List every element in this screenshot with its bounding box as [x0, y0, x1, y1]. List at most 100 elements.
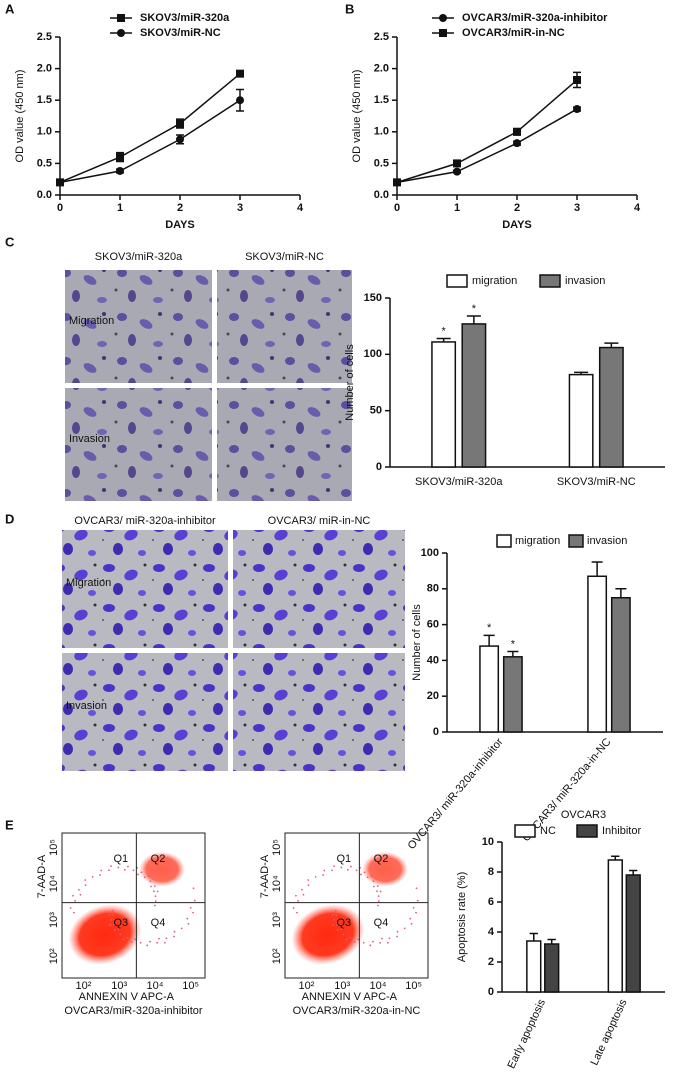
y-tick-label: 0	[488, 986, 494, 998]
y-axis-title: Number of cells	[411, 604, 423, 681]
x-tick-label: 2	[514, 202, 520, 214]
image-column-header: SKOV3/miR-320a	[95, 251, 183, 263]
marker	[393, 178, 401, 187]
x-tick-label: 4	[297, 202, 304, 214]
flow-y-tick: 10²	[271, 948, 283, 964]
bar	[625, 874, 641, 993]
marker	[236, 96, 244, 105]
flow-event	[113, 923, 116, 926]
flow-event	[297, 899, 299, 902]
flow-x-tick: 10³	[334, 980, 350, 992]
series-line	[396, 108, 578, 184]
x-tick-label: 3	[574, 202, 580, 214]
flow-event	[412, 906, 415, 909]
y-tick-label: 10	[482, 836, 494, 848]
flow-event	[416, 899, 419, 902]
flow-event	[331, 869, 333, 872]
flow-event	[137, 873, 139, 876]
marker	[573, 105, 581, 114]
flow-x-tick: 10³	[111, 980, 127, 992]
flow-event	[117, 928, 120, 931]
flow-cloud	[291, 904, 365, 965]
flow-event	[336, 929, 339, 931]
flow-event	[379, 890, 382, 893]
flow-event	[415, 887, 418, 890]
flow-event	[139, 941, 142, 944]
y-tick-label: 100	[421, 547, 439, 559]
flow-event	[363, 871, 366, 874]
flow-event	[345, 938, 348, 941]
flow-event	[192, 887, 195, 890]
flow-event	[350, 865, 352, 868]
flow-x-tick: 10⁵	[405, 980, 422, 992]
flow-event	[386, 941, 389, 944]
marker	[513, 127, 521, 136]
flow-y-label: 7-AAD-A	[36, 854, 48, 898]
flow-event	[100, 869, 103, 872]
y-tick-label: 2.0	[37, 63, 52, 75]
quadrant-label: Q4	[374, 917, 389, 929]
significance-mark: *	[511, 638, 516, 650]
flow-event	[108, 913, 111, 916]
y-tick-label: 150	[364, 292, 382, 304]
y-axis-title: OD value (450 nm)	[14, 70, 26, 163]
flow-event	[362, 941, 365, 944]
flow-event	[140, 871, 143, 874]
x-tick-label: Late apoptosis	[588, 997, 629, 1067]
legend-label: SKOV3/miR-NC	[140, 27, 221, 39]
flow-caption: OVCAR3/miR-320a-inhibitor	[64, 1005, 202, 1017]
y-tick-label: 4	[488, 926, 495, 938]
flow-event	[149, 940, 151, 943]
x-tick-label: 1	[454, 202, 460, 214]
legend-swatch	[496, 534, 512, 548]
image-column-header: SKOV3/miR-NC	[245, 251, 324, 263]
flow-event	[173, 935, 175, 938]
flow-event	[366, 876, 369, 879]
flow-event	[165, 937, 168, 940]
marker	[116, 166, 124, 175]
x-axis-title: DAYS	[502, 219, 532, 231]
flow-event	[72, 894, 74, 897]
y-tick-label: 0.0	[37, 189, 52, 201]
flow-event	[69, 907, 72, 909]
legend-label: NC	[540, 825, 556, 837]
bar	[461, 323, 487, 468]
legend-marker	[117, 29, 125, 37]
flow-event	[154, 900, 157, 902]
flow-x-tick: 10²	[298, 980, 314, 992]
y-tick-label: 1.5	[37, 94, 52, 106]
y-tick-label: 0	[376, 461, 382, 473]
y-tick-label: 2.0	[374, 63, 389, 75]
quadrant-label: Q3	[113, 917, 128, 929]
bar	[526, 940, 542, 993]
flow-event	[156, 890, 159, 893]
marker	[453, 167, 461, 176]
error-bar	[591, 561, 603, 577]
bar	[479, 645, 500, 733]
legend-label: migration	[472, 275, 517, 287]
x-tick-label: 4	[634, 202, 641, 214]
legend-swatch	[568, 534, 584, 548]
flow-event	[349, 936, 352, 939]
x-tick-label: 3	[237, 202, 243, 214]
flow-event	[119, 933, 122, 936]
flow-event	[186, 917, 189, 920]
flow-event	[84, 879, 87, 881]
flow-event	[301, 888, 303, 891]
flow-event	[410, 922, 413, 925]
marker	[176, 135, 184, 144]
flow-event	[99, 874, 102, 876]
flow-event	[78, 888, 80, 891]
micrograph	[65, 388, 212, 501]
y-tick-label: 20	[427, 690, 439, 702]
panel-letter: B	[345, 1, 354, 16]
micrograph	[62, 653, 228, 771]
flow-event	[132, 869, 135, 872]
flow-event	[108, 869, 110, 872]
flow-event	[369, 944, 372, 947]
flow-event	[335, 914, 338, 917]
panel-letter: E	[5, 817, 14, 832]
image-row-label: Migration	[66, 577, 111, 589]
chart-title: OVCAR3	[561, 809, 606, 821]
significance-mark: *	[487, 622, 492, 634]
